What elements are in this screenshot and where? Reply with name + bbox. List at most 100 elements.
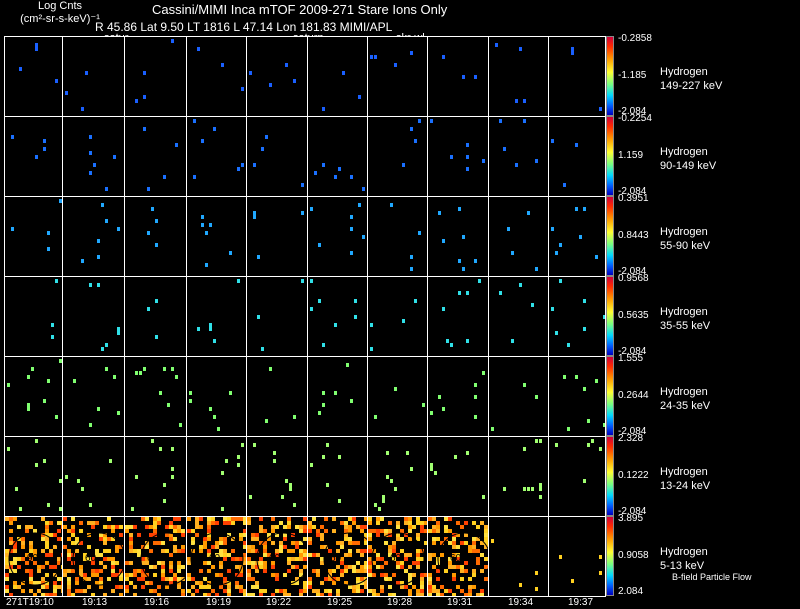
count-pixel (223, 521, 227, 525)
count-pixel (177, 561, 181, 565)
count-pixel (474, 415, 477, 419)
count-pixel (13, 585, 17, 589)
count-pixel (299, 525, 303, 529)
count-pixel (37, 569, 41, 573)
count-pixel (420, 581, 424, 585)
count-pixel (480, 521, 484, 525)
count-pixel (324, 517, 328, 521)
count-pixel (171, 39, 174, 43)
count-pixel (57, 521, 61, 525)
count-pixel (101, 347, 104, 351)
image-panel-r2-c5 (307, 196, 368, 277)
energy-range-label: 90-149 keV (660, 160, 717, 172)
count-pixel (203, 585, 207, 589)
count-pixel (575, 143, 578, 147)
contour-label: 60 (330, 553, 342, 564)
pixel-layer: 60 (63, 517, 124, 596)
count-pixel (241, 87, 244, 91)
count-pixel (539, 439, 542, 443)
count-pixel (119, 573, 123, 577)
image-panel-r5-c0 (4, 436, 63, 517)
count-pixel (567, 427, 570, 431)
count-pixel (436, 521, 440, 525)
count-pixel (336, 589, 340, 593)
count-pixel (293, 415, 296, 419)
pitch-angle-contour (140, 532, 186, 586)
count-pixel (133, 569, 137, 573)
image-panel-r2-c9 (548, 196, 606, 277)
count-pixel (368, 589, 372, 593)
count-pixel (117, 331, 120, 335)
count-pixel (412, 585, 416, 589)
count-pixel (476, 549, 480, 553)
count-pixel (386, 475, 389, 479)
count-pixel (161, 577, 165, 581)
count-pixel (344, 533, 348, 537)
count-pixel (293, 79, 296, 83)
image-panel-r0-c9 (548, 36, 606, 117)
count-pixel (135, 371, 138, 375)
count-pixel (430, 119, 433, 123)
count-pixel (356, 561, 360, 565)
count-pixel (404, 569, 408, 573)
count-pixel (410, 267, 413, 271)
count-pixel (308, 553, 312, 557)
count-pixel (420, 589, 424, 593)
count-pixel (460, 541, 464, 545)
count-pixel (432, 537, 436, 541)
count-pixel (527, 211, 530, 215)
count-pixel (9, 569, 13, 573)
count-pixel (348, 541, 352, 545)
count-pixel (571, 51, 574, 55)
count-pixel (145, 581, 149, 585)
count-pixel (279, 589, 283, 593)
count-pixel (203, 593, 207, 596)
count-pixel (352, 517, 356, 521)
count-pixel (79, 565, 83, 569)
count-pixel (464, 561, 468, 565)
count-pixel (45, 593, 49, 596)
count-pixel (243, 553, 246, 557)
image-panel-r0-c5 (307, 36, 368, 117)
pixel-layer (551, 207, 598, 259)
count-pixel (129, 537, 133, 541)
count-pixel (71, 517, 75, 521)
count-pixel (328, 577, 332, 581)
count-pixel (181, 545, 185, 549)
time-tick-label: 19:34 (508, 597, 534, 608)
count-pixel (45, 537, 49, 541)
count-pixel (263, 561, 267, 565)
count-pixel (91, 569, 95, 573)
count-pixel (83, 573, 87, 577)
count-pixel (143, 71, 146, 75)
count-pixel (303, 529, 307, 533)
colorbar-max-label: -0.2858 (618, 33, 652, 44)
count-pixel (97, 407, 100, 411)
count-pixel (13, 569, 17, 573)
count-pixel (271, 573, 275, 577)
count-pixel (410, 127, 413, 131)
count-pixel (33, 581, 37, 585)
count-pixel (283, 593, 287, 596)
count-pixel (279, 541, 283, 545)
count-pixel (235, 581, 239, 585)
count-pixel (237, 279, 240, 283)
count-pixel (428, 581, 432, 585)
count-pixel (416, 517, 420, 521)
image-panel-r5-c2 (124, 436, 187, 517)
pixel-layer (147, 299, 158, 339)
count-pixel (390, 203, 393, 207)
count-pixel (450, 155, 453, 159)
count-pixel (117, 227, 120, 231)
count-pixel (404, 585, 408, 589)
count-pixel (299, 541, 303, 545)
colorbar-mid-label: 0.1222 (618, 470, 649, 481)
count-pixel (388, 577, 392, 581)
count-pixel (322, 403, 325, 407)
count-pixel (368, 529, 372, 533)
count-pixel (348, 553, 352, 557)
count-pixel (243, 561, 246, 565)
image-panel-r4-c6 (367, 356, 428, 437)
image-panel-r3-c9 (548, 276, 606, 357)
count-pixel (199, 545, 203, 549)
